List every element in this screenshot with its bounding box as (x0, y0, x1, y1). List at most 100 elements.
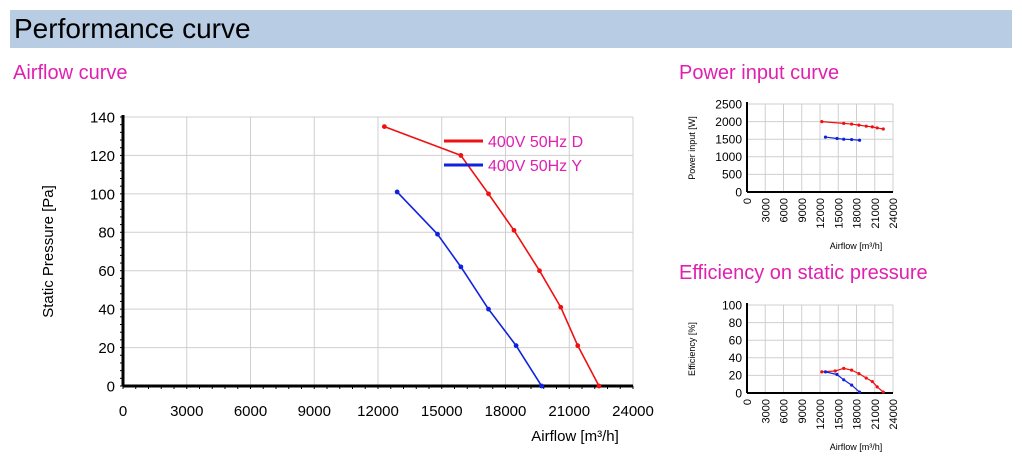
x-tick-label: 15000 (833, 198, 845, 229)
x-tick-label: 3000 (760, 399, 772, 423)
data-point (458, 153, 464, 158)
x-tick-label: 6000 (779, 198, 791, 222)
x-tick-label: 24000 (612, 403, 654, 420)
data-point (842, 378, 846, 382)
y-tick-label: 40 (729, 351, 743, 365)
data-point (857, 390, 862, 394)
data-point (864, 376, 868, 380)
y-tick-label: 120 (90, 148, 115, 165)
data-point (458, 264, 464, 270)
x-tick-label: 6000 (234, 403, 267, 420)
x-tick-label: 18000 (485, 403, 527, 420)
data-point (875, 385, 879, 389)
y-tick-label: 500 (722, 168, 742, 182)
x-tick-label: 12000 (357, 403, 399, 420)
x-tick-label: 9000 (797, 399, 809, 423)
data-point (394, 189, 400, 195)
x-tick-label: 3000 (760, 198, 772, 222)
y-tick-label: 1500 (715, 133, 742, 147)
power-section-title: Power input curve (679, 62, 840, 84)
y-tick-label: 20 (729, 369, 743, 383)
y-axis-label: Power input [W] (687, 116, 697, 180)
data-point (596, 383, 602, 389)
data-point (823, 135, 828, 139)
data-point (881, 390, 885, 394)
y-tick-label: 100 (722, 298, 742, 312)
x-tick-label: 6000 (779, 399, 791, 423)
y-tick-label: 1000 (715, 150, 742, 164)
x-tick-label: 9000 (298, 403, 331, 420)
series-line-d (821, 367, 884, 393)
data-point (486, 191, 491, 197)
x-tick-label: 3000 (170, 403, 203, 420)
data-point (842, 121, 846, 125)
y-tick-label: 60 (98, 263, 115, 280)
x-axis-label: Airflow [m³/h] (830, 241, 883, 251)
data-point (857, 138, 862, 142)
x-tick-label: 24000 (888, 198, 900, 229)
y-tick-label: 100 (90, 186, 115, 203)
efficiency-section-title: Efficiency on static pressure (679, 262, 928, 284)
data-point (875, 126, 879, 130)
x-tick-label: 9000 (797, 198, 809, 222)
y-tick-label: 140 (90, 109, 115, 126)
x-tick-label: 0 (119, 403, 127, 420)
data-point (513, 343, 519, 349)
data-point (857, 123, 861, 127)
data-point (842, 366, 846, 370)
x-tick-label: 0 (742, 399, 754, 405)
x-axis-label: Airflow [m³/h] (531, 428, 619, 445)
y-tick-label: 0 (107, 378, 115, 395)
legend-label: 400V 50Hz Y (488, 158, 582, 175)
y-tick-label: 0 (735, 386, 742, 400)
x-axis-label: Airflow [m³/h] (830, 442, 883, 452)
data-point (511, 227, 517, 233)
x-tick-label: 21000 (870, 198, 882, 229)
x-tick-label: 12000 (815, 399, 827, 430)
data-point (823, 370, 828, 374)
data-point (820, 120, 824, 124)
y-tick-label: 80 (98, 225, 115, 242)
x-tick-label: 21000 (870, 399, 882, 430)
data-point (857, 372, 861, 376)
x-tick-label: 21000 (548, 403, 590, 420)
x-tick-label: 24000 (888, 399, 900, 430)
data-point (850, 383, 854, 387)
series-line-d (384, 125, 600, 387)
y-tick-label: 2000 (715, 115, 742, 129)
data-point (558, 304, 564, 310)
x-tick-label: 12000 (815, 198, 827, 229)
y-tick-label: 80 (729, 316, 743, 330)
data-point (870, 379, 874, 384)
y-tick-label: 2500 (715, 97, 742, 111)
legend-label: 400V 50Hz D (488, 134, 583, 151)
data-point (486, 306, 491, 312)
data-point (833, 369, 837, 373)
x-tick-label: 18000 (852, 399, 864, 430)
data-point (881, 127, 885, 131)
data-point (850, 137, 854, 142)
data-point (820, 370, 824, 374)
data-point (850, 122, 854, 126)
page-title: Performance curve (14, 13, 251, 44)
data-point (864, 124, 868, 128)
header-bar: Performance curve (10, 10, 1012, 48)
data-point (870, 125, 874, 129)
data-point (381, 124, 387, 130)
x-tick-label: 15000 (421, 403, 463, 420)
data-point (835, 136, 839, 141)
x-tick-label: 15000 (833, 399, 845, 430)
data-point (539, 383, 545, 389)
y-axis-label: Static Pressure [Pa] (40, 185, 57, 318)
y-tick-label: 20 (98, 340, 115, 357)
airflow-section-title: Airflow curve (13, 62, 128, 84)
y-tick-label: 40 (98, 302, 115, 319)
x-tick-label: 0 (742, 198, 754, 204)
data-point (850, 368, 854, 372)
y-axis-label: Efficiency [%] (687, 322, 697, 376)
data-point (537, 268, 542, 274)
data-point (435, 231, 440, 237)
